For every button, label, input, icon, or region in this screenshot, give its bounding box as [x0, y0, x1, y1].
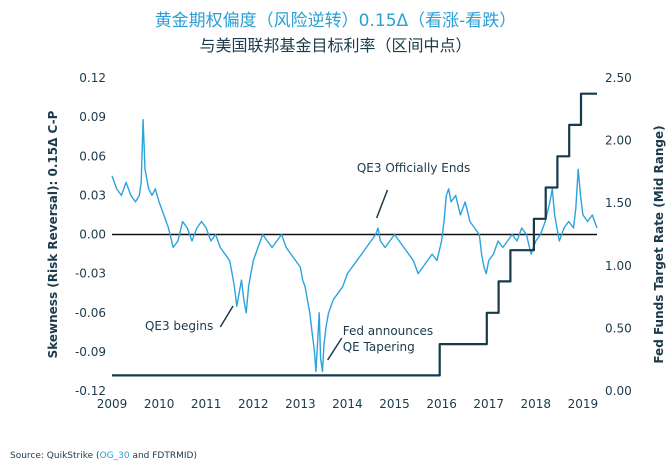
- y-left-tick-label: 0.12: [79, 71, 106, 85]
- annotation-qe3-ends: QE3 Officially Ends: [357, 161, 470, 175]
- y-left-axis-title: Skewness (Risk Reversal): 0.15Δ C-P: [46, 110, 60, 358]
- source-highlight: OG_30: [99, 451, 130, 461]
- skewness-line: [111, 119, 598, 373]
- x-tick-label: 2014: [332, 397, 363, 411]
- y-right-tick-label: 1.00: [605, 259, 632, 273]
- source-note: Source: QuikStrike (OG_30 and FDTRMID): [10, 451, 197, 461]
- y-left-tick-label: 0.09: [79, 110, 106, 124]
- y-right-tick-label: 2.50: [605, 71, 632, 85]
- y-right-tick-label: 0.50: [605, 321, 632, 335]
- y-left-tick-label: -0.12: [75, 384, 106, 398]
- y-right-tick-label: 0.00: [605, 384, 632, 398]
- y-right-tick-label: 2.00: [605, 134, 632, 148]
- annotation-fed-tapering-line2: QE Tapering: [343, 340, 415, 354]
- x-tick-label: 2016: [426, 397, 457, 411]
- source-prefix: Source: QuikStrike (: [10, 451, 100, 461]
- y-right-axis-title: Fed Funds Target Rate (Mid Range): [652, 125, 666, 363]
- y-left-tick-label: -0.06: [75, 306, 106, 320]
- source-suffix: and FDTRMID): [129, 451, 197, 461]
- y-left-tick-label: 0.06: [79, 149, 106, 163]
- x-tick-label: 2009: [97, 397, 128, 411]
- y-right-tick-label: 1.50: [605, 196, 632, 210]
- y-left-tick-label: -0.09: [75, 345, 106, 359]
- x-tick-label: 2010: [144, 397, 175, 411]
- y-left-tick-label: -0.03: [75, 267, 106, 281]
- x-tick-label: 2012: [238, 397, 269, 411]
- x-tick-label: 2019: [568, 397, 599, 411]
- x-tick-label: 2018: [521, 397, 552, 411]
- x-tick-label: 2017: [473, 397, 504, 411]
- chart-title: 黄金期权偏度（风险逆转）0.15Δ（看涨-看跌）: [154, 11, 517, 31]
- y-left-tick-label: 0.00: [79, 228, 106, 242]
- x-tick-label: 2015: [379, 397, 410, 411]
- y-left-tick-label: 0.03: [79, 188, 106, 202]
- x-tick-label: 2013: [285, 397, 316, 411]
- chart-subtitle: 与美国联邦基金目标利率（区间中点）: [199, 36, 472, 55]
- annotation-qe3-ends-arrow: [375, 189, 389, 219]
- x-tick-label: 2011: [191, 397, 222, 411]
- annotation-fed-tapering-arrow: [327, 337, 343, 361]
- annotation-qe3-begins: QE3 begins: [145, 319, 213, 333]
- annotation-fed-tapering-line1: Fed announces: [343, 324, 433, 338]
- fed-funds-rate-line: [112, 92, 597, 377]
- annotation-qe3-begins-arrow: [219, 305, 234, 328]
